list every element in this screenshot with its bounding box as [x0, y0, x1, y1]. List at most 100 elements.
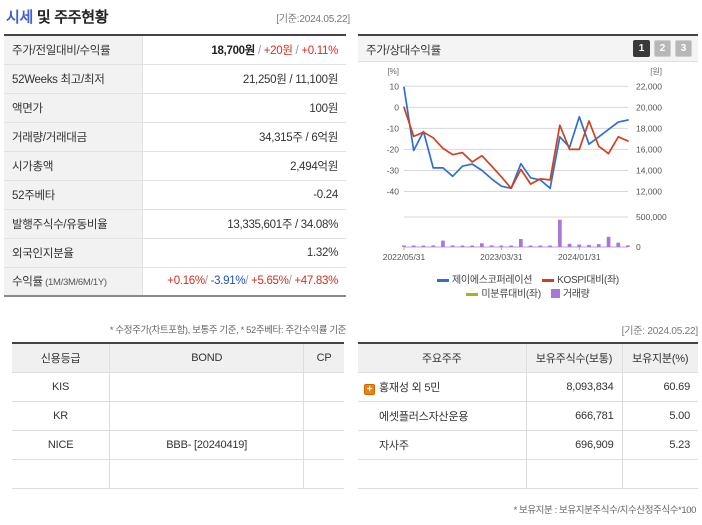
col-header-shares: 보유주식수(보통) [525, 343, 623, 373]
col-header-agency: 신용등급 [12, 343, 111, 373]
change-value: +20원 [263, 44, 293, 57]
return-3m: -3.91% [210, 275, 246, 288]
row-label: 발행주식수/유동비율 [4, 209, 143, 239]
cell-shareholder-name [358, 459, 527, 489]
cell-agency: KR [12, 401, 111, 431]
table-row [358, 459, 698, 489]
row-value: 1.32% [142, 238, 346, 268]
cell-cp [303, 372, 344, 402]
page-title: 시세 및 주주현황 [6, 6, 109, 27]
chart-tab-2[interactable]: 2 [654, 40, 671, 57]
cell-shareholder-name: 자사주 [358, 430, 527, 460]
cell-cp [303, 430, 344, 460]
row-label: 주가/전일대비/수익률 [4, 35, 143, 65]
table-row: NICE BBB- [20240419] [12, 430, 344, 460]
svg-text:0: 0 [394, 102, 399, 112]
cell-stake: 60.69 [621, 372, 698, 402]
legend-label-volume: 거래량 [562, 289, 590, 300]
chart-tab-group: 1 2 3 [633, 40, 692, 57]
legend-item-kospi: KOSPI대비(좌) [542, 274, 619, 288]
row-value: -0.24 [142, 180, 346, 210]
cell-stake [621, 459, 698, 489]
cell-agency [12, 459, 111, 489]
row-value: +0.16%/ -3.91%/ +5.65%/ +47.83% [142, 267, 346, 297]
row-label: 시가총액 [4, 151, 143, 181]
row-value: 13,335,601주 / 34.08% [142, 209, 346, 239]
svg-text:[원]: [원] [650, 67, 662, 76]
table-row: 수익률 (1M/3M/6M/1Y) +0.16%/ -3.91%/ +5.65%… [4, 267, 346, 297]
row-label-sub: (1M/3M/6M/1Y) [42, 277, 107, 289]
svg-text:0: 0 [636, 242, 641, 252]
chart-legend: 제이에스코퍼레이션 KOSPI대비(좌) 미분류대비(좌) 거래량 [358, 274, 698, 302]
svg-text:-10: -10 [387, 123, 400, 133]
svg-text:22,000: 22,000 [636, 81, 662, 91]
legend-item-stock: 제이에스코퍼레이션 [437, 274, 532, 288]
table-row: 시가총액 2,494억원 [4, 151, 346, 181]
svg-text:18,000: 18,000 [636, 123, 662, 133]
chart-title: 주가/상대수익률 [366, 45, 441, 57]
row-label: 수익률 (1M/3M/6M/1Y) [4, 267, 143, 297]
svg-text:2024/01/31: 2024/01/31 [558, 252, 601, 262]
page-title-accent: 시세 [6, 9, 34, 26]
return-1m: +0.16% [167, 275, 205, 288]
header-date: [기준:2024.05.22] [276, 14, 350, 25]
row-value: 34,315주 / 6억원 [142, 122, 346, 152]
cell-bond [109, 459, 305, 489]
svg-text:20,000: 20,000 [636, 102, 662, 112]
cell-cp [303, 401, 344, 431]
legend-item-unclassified: 미분류대비(좌) [466, 288, 541, 302]
credit-rating-table: 신용등급 BOND CP KIS KR NICE BBB- [20240419] [12, 342, 344, 489]
row-label: 액면가 [4, 93, 143, 123]
cell-agency: KIS [12, 372, 111, 402]
row-label: 52Weeks 최고/최저 [4, 64, 143, 94]
svg-text:10: 10 [390, 81, 400, 91]
table-row: 52주베타 -0.24 [4, 180, 346, 210]
cell-bond [109, 372, 305, 402]
cell-stake: 5.23 [621, 430, 698, 460]
cell-shares [525, 459, 623, 489]
table-row: 액면가 100원 [4, 93, 346, 123]
svg-text:500,000: 500,000 [636, 212, 667, 222]
svg-text:2022/05/31: 2022/05/31 [383, 252, 426, 262]
page-header: 시세 및 주주현황 [기준:2024.05.22] [0, 6, 702, 32]
return-1y: +47.83% [294, 275, 338, 288]
table-row: 52Weeks 최고/최저 21,250원 / 11,100원 [4, 64, 346, 94]
table-row: + 홍재성 외 5민 8,093,834 60.69 [358, 372, 698, 402]
row-label: 52주베타 [4, 180, 143, 210]
chart-panel: 주가/상대수익률 1 2 3 10 22,000 0 20,000 -10 18,000-… [358, 34, 698, 304]
cell-shares: 666,781 [525, 401, 623, 431]
cell-shares: 8,093,834 [525, 372, 623, 402]
chart-tab-3[interactable]: 3 [675, 40, 692, 57]
shareholder-date: [기준: 2024.05.22] [621, 326, 699, 337]
svg-text:12,000: 12,000 [636, 186, 662, 196]
row-value: 21,250원 / 11,100원 [142, 64, 346, 94]
quote-table: 주가/전일대비/수익률 18,700원 / +20원 / +0.11% 52We… [4, 34, 346, 297]
cell-bond: BBB- [20240419] [109, 430, 305, 460]
legend-swatch-volume [550, 289, 560, 298]
chart-tab-1[interactable]: 1 [633, 40, 650, 57]
row-value: 100원 [142, 93, 346, 123]
table-row: 외국인지분율 1.32% [4, 238, 346, 268]
price-value: 18,700원 [211, 44, 256, 57]
cell-bond [109, 401, 305, 431]
expand-plus-icon[interactable]: + [364, 383, 375, 395]
table-row: KR [12, 401, 344, 431]
chart-plot-area: 10 22,000 0 20,000 -10 18,000 -20 16,000 -30 14,0… [358, 62, 698, 262]
row-label: 거래량/거래대금 [4, 122, 143, 152]
table-row: 자사주 696,909 5.23 [358, 430, 698, 460]
table-row: KIS [12, 372, 344, 402]
legend-swatch-unclassified [466, 292, 479, 296]
legend-label-stock: 제이에스코퍼레이션 [452, 275, 533, 286]
svg-text:14,000: 14,000 [636, 165, 662, 175]
legend-swatch-kospi [542, 278, 555, 282]
rate-value: +0.11% [301, 44, 338, 57]
cell-stake: 5.00 [621, 401, 698, 431]
major-shareholder-table: 주요주주 보유주식수(보통) 보유지분(%) + 홍재성 외 5민 8,093,8… [358, 342, 698, 489]
row-value: 2,494억원 [142, 151, 346, 181]
chart-header: 주가/상대수익률 1 2 3 [358, 36, 698, 62]
col-header-cp: CP [303, 343, 344, 373]
col-header-bond: BOND [109, 343, 305, 373]
table-row: 발행주식수/유동비율 13,335,601주 / 34.08% [4, 209, 346, 239]
cell-shareholder-name: 에셋플러스자산운용 [358, 401, 527, 431]
table-row: 에셋플러스자산운용 666,781 5.00 [358, 401, 698, 431]
